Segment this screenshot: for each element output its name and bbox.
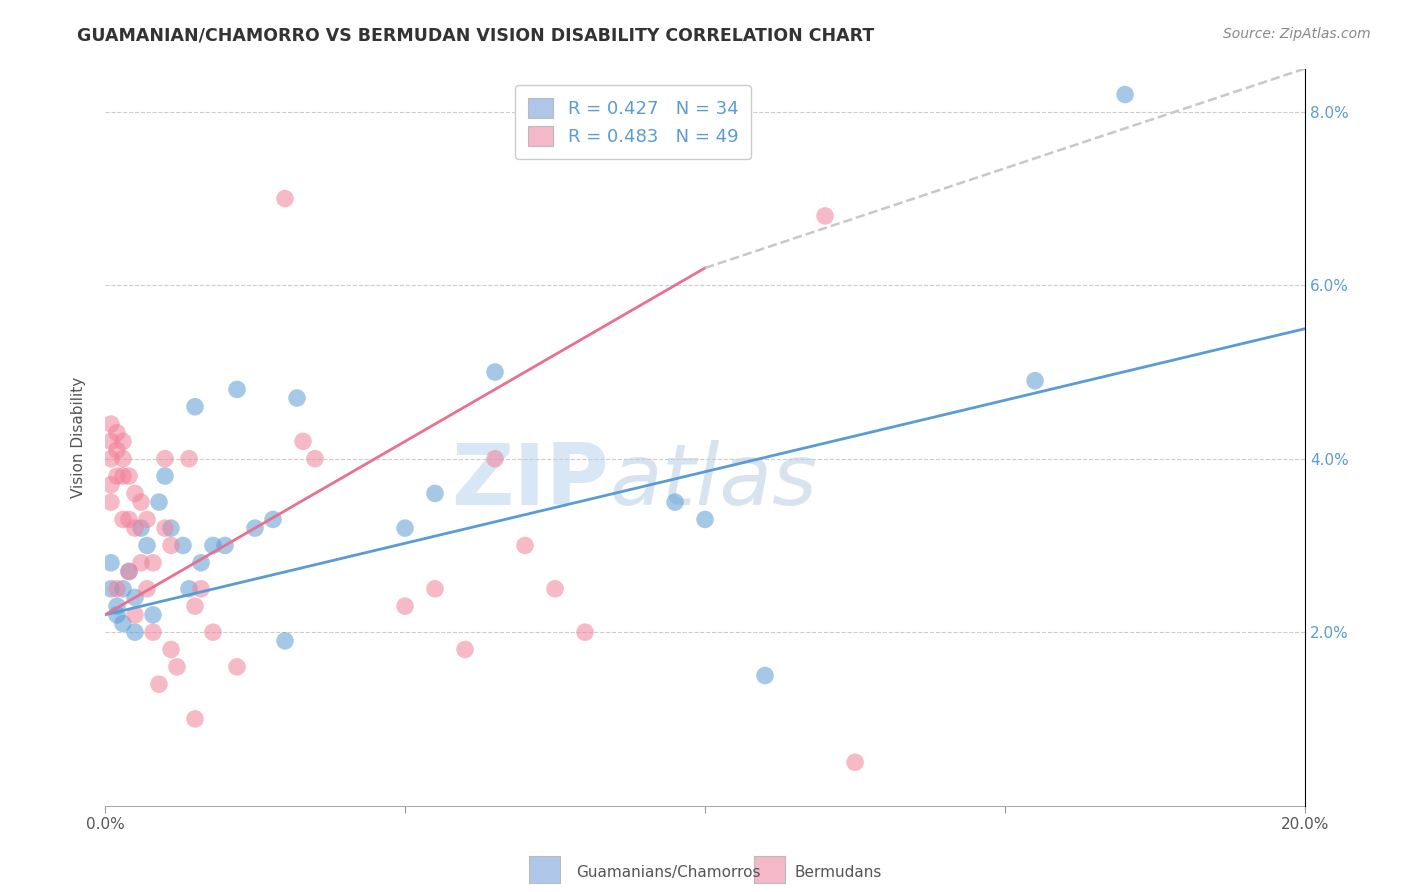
Point — [118, 512, 141, 526]
Point — [129, 556, 152, 570]
Point — [177, 582, 200, 596]
Text: Guamanians/Chamorros: Guamanians/Chamorros — [576, 865, 761, 880]
Point — [100, 582, 122, 596]
Point — [105, 443, 128, 458]
Point — [292, 434, 315, 449]
Point — [274, 192, 297, 206]
Point — [160, 642, 183, 657]
Point — [754, 668, 776, 682]
Point — [166, 660, 188, 674]
Y-axis label: Vision Disability: Vision Disability — [72, 376, 86, 498]
Point — [142, 607, 165, 622]
Point — [285, 391, 308, 405]
Point — [814, 209, 837, 223]
Point — [574, 625, 596, 640]
Point — [142, 556, 165, 570]
Point — [184, 400, 207, 414]
Point — [262, 512, 284, 526]
Point — [184, 599, 207, 614]
Point — [1114, 87, 1136, 102]
Point — [129, 521, 152, 535]
Point — [111, 434, 134, 449]
Text: ZIP: ZIP — [451, 440, 609, 523]
Point — [394, 599, 416, 614]
Point — [454, 642, 477, 657]
Point — [693, 512, 716, 526]
Point — [148, 495, 170, 509]
Point — [153, 451, 176, 466]
Point — [124, 591, 146, 605]
Point — [172, 538, 194, 552]
Point — [274, 633, 297, 648]
Text: Bermudans: Bermudans — [794, 865, 882, 880]
Legend: R = 0.427   N = 34, R = 0.483   N = 49: R = 0.427 N = 34, R = 0.483 N = 49 — [515, 85, 751, 159]
Point — [111, 616, 134, 631]
Point — [136, 582, 159, 596]
Text: GUAMANIAN/CHAMORRO VS BERMUDAN VISION DISABILITY CORRELATION CHART: GUAMANIAN/CHAMORRO VS BERMUDAN VISION DI… — [77, 27, 875, 45]
Point — [118, 469, 141, 483]
Point — [226, 660, 249, 674]
Point — [100, 495, 122, 509]
Text: Source: ZipAtlas.com: Source: ZipAtlas.com — [1223, 27, 1371, 41]
Point — [100, 434, 122, 449]
Point — [190, 582, 212, 596]
Point — [100, 556, 122, 570]
Point — [177, 451, 200, 466]
Point — [100, 477, 122, 491]
Point — [484, 365, 506, 379]
Point — [226, 383, 249, 397]
Point — [423, 582, 446, 596]
Point — [105, 425, 128, 440]
Point — [111, 512, 134, 526]
Point — [142, 625, 165, 640]
Point — [1024, 374, 1046, 388]
Point — [111, 451, 134, 466]
Point — [100, 417, 122, 431]
Point — [105, 599, 128, 614]
Point — [184, 712, 207, 726]
Point — [111, 582, 134, 596]
Point — [129, 495, 152, 509]
Text: atlas: atlas — [609, 440, 817, 523]
Point — [394, 521, 416, 535]
Point — [513, 538, 536, 552]
Point — [423, 486, 446, 500]
Point — [190, 556, 212, 570]
Point — [124, 521, 146, 535]
Point — [664, 495, 686, 509]
Point — [136, 538, 159, 552]
Point — [160, 538, 183, 552]
Point — [105, 582, 128, 596]
Point — [105, 607, 128, 622]
Point — [201, 625, 224, 640]
Point — [243, 521, 266, 535]
Point — [111, 469, 134, 483]
Point — [153, 469, 176, 483]
Point — [118, 565, 141, 579]
Point — [124, 607, 146, 622]
Point — [844, 756, 866, 770]
Point — [136, 512, 159, 526]
Point — [124, 486, 146, 500]
Point — [100, 451, 122, 466]
Point — [484, 451, 506, 466]
Point — [105, 469, 128, 483]
Point — [304, 451, 326, 466]
Point — [160, 521, 183, 535]
Point — [118, 565, 141, 579]
Point — [124, 625, 146, 640]
Point — [214, 538, 236, 552]
Point — [201, 538, 224, 552]
Point — [153, 521, 176, 535]
Point — [544, 582, 567, 596]
Point — [148, 677, 170, 691]
